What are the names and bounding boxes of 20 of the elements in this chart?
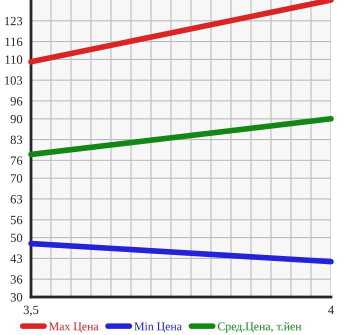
y-tick-label: 36 [10, 275, 22, 284]
y-tick-label: 56 [10, 216, 22, 224]
y-tick-label: 43 [10, 254, 22, 263]
y-tick-label: 70 [10, 174, 22, 183]
legend-label: Сред.Цена, т.йен [218, 322, 302, 333]
y-tick-label: 63 [10, 195, 22, 204]
y-tick-label: 30 [10, 293, 22, 302]
x-tick-label: 4 [328, 306, 334, 314]
y-tick-label: 123 [5, 16, 22, 26]
y-tick-label: 83 [10, 136, 22, 144]
y-tick-label: 116 [5, 38, 22, 46]
y-tick-label: 110 [5, 55, 22, 64]
x-tick-label: 3,5 [24, 306, 38, 316]
y-tick-label: 96 [10, 97, 22, 106]
y-tick-label: 50 [10, 234, 22, 242]
legend-label: Min Цена [134, 322, 182, 333]
y-tick-label: 90 [10, 114, 22, 124]
y-tick-label: 103 [5, 76, 22, 85]
legend-label: Max Цена [49, 322, 98, 333]
y-tick-label: 76 [10, 156, 22, 165]
